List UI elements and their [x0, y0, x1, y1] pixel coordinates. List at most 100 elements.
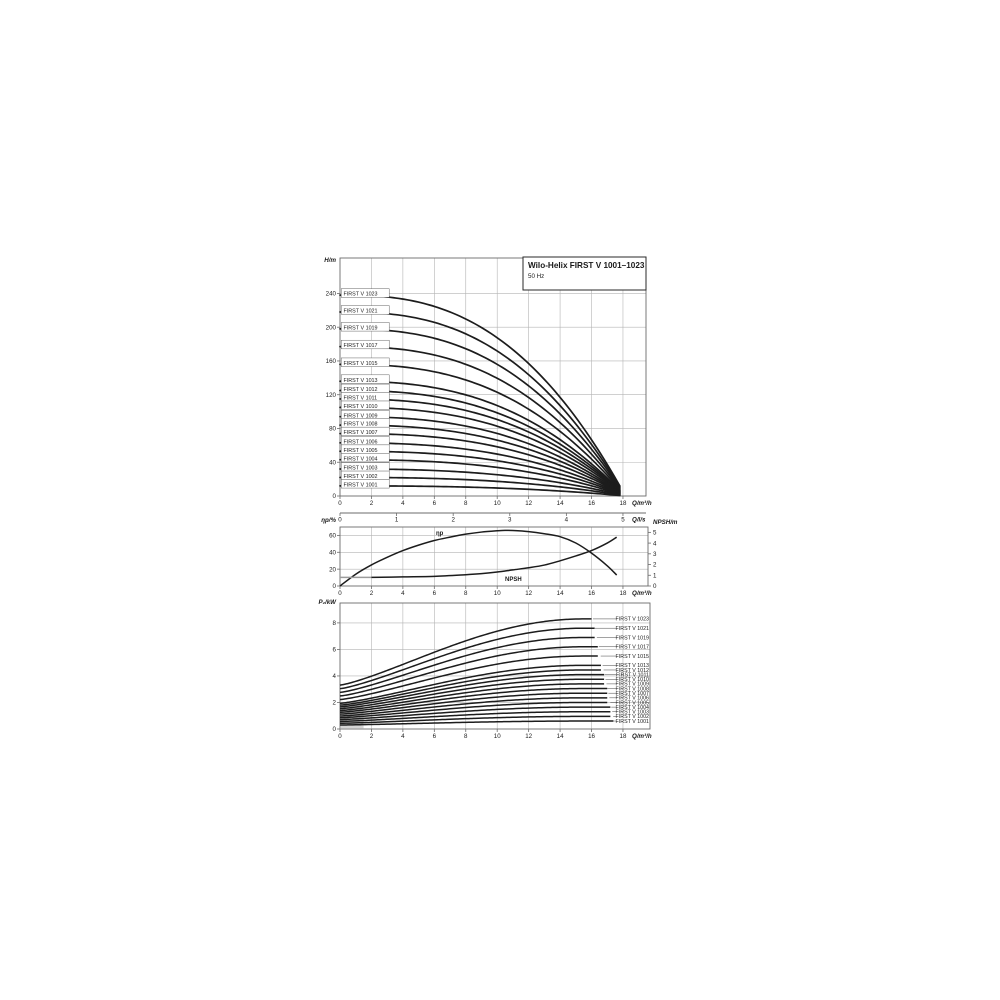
x-tick-label: 6 [433, 500, 437, 507]
x-tick-label: 0 [338, 590, 342, 597]
ls-tick-label: 4 [565, 517, 569, 524]
x-tick-label: 10 [494, 590, 501, 597]
power-curve-label: FIRST V 1007 [616, 691, 650, 697]
curve-label-box [340, 453, 390, 463]
power-curve [339, 618, 592, 686]
y-tick-label: 0 [333, 726, 337, 733]
y-tick-label: 20 [329, 566, 336, 573]
power-curve-label: FIRST V 1008 [616, 686, 650, 692]
power-curve [339, 636, 595, 694]
curve-label: FIRST V 1004 [344, 456, 378, 462]
curve-label: FIRST V 1011 [344, 396, 378, 402]
curve-label: FIRST V 1015 [344, 361, 378, 367]
eta-curve [339, 529, 618, 587]
y-tick-label: 2 [653, 562, 657, 569]
x-axis-unit-label: Q/m³/h [632, 500, 652, 507]
x-tick-label: 2 [370, 733, 374, 740]
power-curve [339, 678, 605, 710]
x-tick-label: 4 [401, 733, 405, 740]
power-curve-label: FIRST V 1005 [616, 700, 650, 706]
curve-label: FIRST V 1019 [344, 325, 378, 331]
power-curve-label: FIRST V 1004 [616, 705, 650, 711]
x-tick-label: 4 [401, 500, 405, 507]
x-tick-label: 0 [338, 733, 342, 740]
curve-label: FIRST V 1007 [344, 430, 378, 436]
curve-label: FIRST V 1009 [344, 413, 378, 419]
y-tick-label: 0 [653, 583, 657, 590]
ls-tick-label: 5 [621, 517, 625, 524]
ls-tick-label: 0 [338, 517, 342, 524]
x-tick-label: 16 [588, 733, 595, 740]
power-curve [339, 697, 608, 717]
figure-title: Wilo-Helix FIRST V 1001–1023 [528, 261, 645, 270]
npsh-curve [371, 536, 618, 579]
x-tick-label: 6 [433, 590, 437, 597]
y-tick-label: 6 [333, 647, 337, 654]
x-tick-label: 8 [464, 733, 468, 740]
power-chart: 0 2 4 6 8 0 2 4 6 8 10 12 14 16 18 Q/m³/h P₂/kW FIRST V 1… [319, 599, 652, 740]
power-curve [339, 692, 608, 715]
curve-label-box [340, 357, 390, 367]
x-tick-label: 4 [401, 590, 405, 597]
ls-tick-label: 3 [508, 517, 512, 524]
y-tick-label: 5 [653, 530, 657, 537]
curve-label-box [340, 339, 390, 350]
curve-label: FIRST V 1002 [344, 474, 378, 480]
x-tick-label: 12 [525, 590, 532, 597]
y-tick-label: 40 [329, 459, 336, 466]
power-curve-label: FIRST V 1015 [616, 654, 650, 660]
x-tick-label: 6 [433, 733, 437, 740]
power-curve-label: FIRST V 1013 [616, 663, 650, 669]
plot-frame [339, 602, 651, 730]
x-tick-label: 12 [525, 733, 532, 740]
power-curve [339, 673, 605, 708]
y-tick-label: 160 [326, 358, 337, 365]
power-curve [339, 701, 608, 719]
left-axis-unit-label: ηp/% [321, 517, 336, 524]
ls-tick-label: 1 [395, 517, 399, 524]
x-axis-unit-label: Q/m³/h [632, 733, 652, 740]
eta-curve-label: ηp [436, 531, 444, 537]
ls-axis-unit-label: Q/l/s [632, 517, 646, 524]
plot-frame [339, 526, 649, 587]
x-tick-label: 0 [338, 500, 342, 507]
power-curve-label: FIRST V 1021 [616, 626, 650, 632]
y-tick-label: 60 [329, 533, 336, 540]
curve-label-box [340, 322, 390, 332]
figure-subtitle: 50 Hz [528, 273, 544, 280]
power-curve [339, 706, 611, 721]
curve-label-box [340, 426, 390, 436]
x-tick-label: 8 [464, 500, 468, 507]
right-axis-unit-label: NPSH/m [653, 519, 678, 526]
x-axis-unit-label: Q/m³/h [632, 590, 652, 597]
title-box-frame [522, 256, 647, 291]
power-curve-label: FIRST V 1003 [616, 710, 650, 716]
y-tick-label: 2 [333, 700, 337, 707]
curve-label: FIRST V 1021 [344, 309, 378, 315]
power-curve [339, 655, 598, 701]
curve-label-box [340, 288, 390, 298]
y-tick-label: 4 [333, 673, 337, 680]
ls-tick-label: 2 [451, 517, 455, 524]
power-curve-label: FIRST V 1019 [616, 635, 650, 641]
power-curve [339, 646, 598, 697]
x-tick-label: 18 [620, 590, 627, 597]
head-chart: 0 40 80 120 160 200 240 0 2 4 6 8 10 12 14 16 18 Q/m³/h H/… [324, 257, 652, 507]
power-curve [339, 683, 605, 712]
x-tick-label: 16 [588, 500, 595, 507]
curve-label-box [340, 374, 390, 384]
power-curve-label: FIRST V 1017 [616, 645, 650, 651]
y-tick-label: 0 [333, 493, 337, 500]
y-tick-label: 8 [333, 620, 337, 627]
plot-frame [339, 257, 647, 497]
y-tick-label: 240 [326, 291, 337, 298]
y-tick-label: 40 [329, 549, 336, 556]
power-curve-label: FIRST V 1010 [616, 677, 650, 683]
y-tick-label: 120 [326, 392, 337, 399]
curve-label: FIRST V 1003 [344, 466, 378, 472]
x-tick-label: 14 [557, 590, 564, 597]
x-tick-label: 18 [620, 733, 627, 740]
x-tick-label: 16 [588, 590, 595, 597]
y-tick-label: 1 [653, 572, 657, 579]
